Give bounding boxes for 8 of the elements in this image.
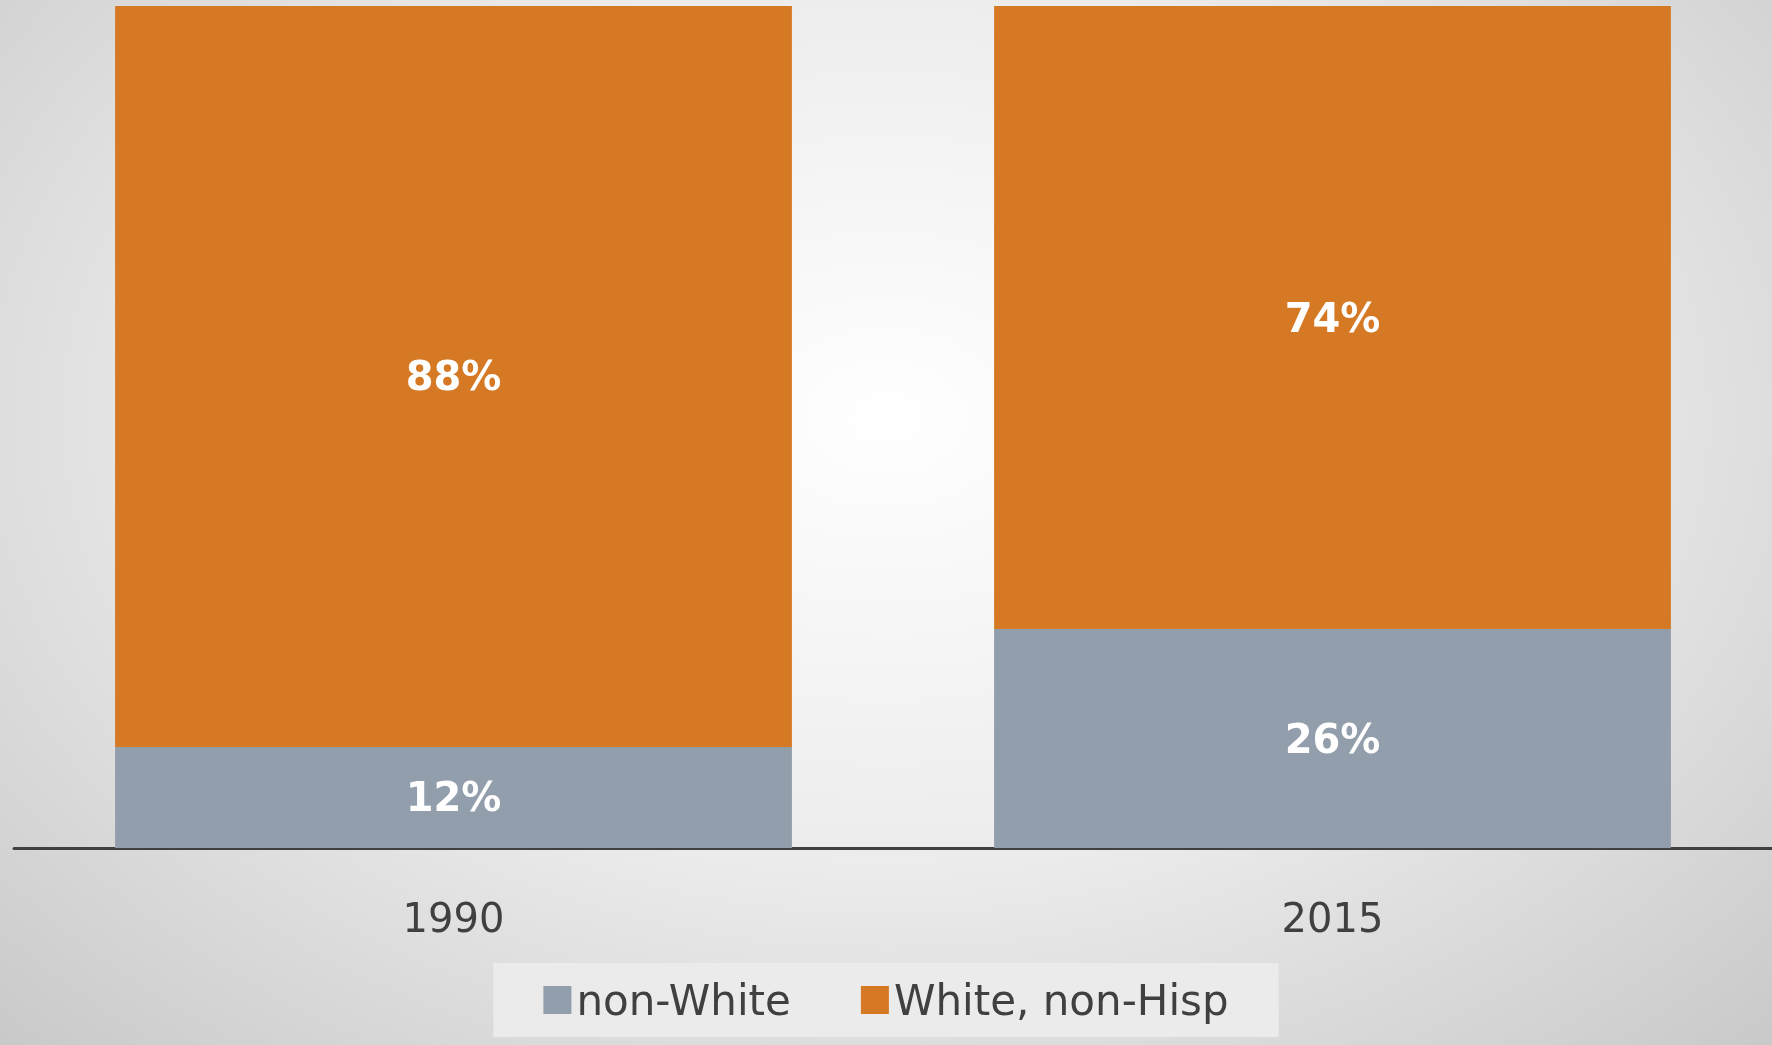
data-label: 88%	[405, 353, 502, 400]
legend-label: non-White	[576, 975, 791, 1025]
x-tick-label: 1990	[402, 895, 505, 941]
data-label: 12%	[405, 774, 502, 821]
legend-label: White, non-Hisp	[893, 975, 1229, 1025]
data-label: 26%	[1284, 715, 1381, 762]
x-tick-label: 2015	[1281, 895, 1384, 941]
data-label: 74%	[1284, 294, 1381, 341]
